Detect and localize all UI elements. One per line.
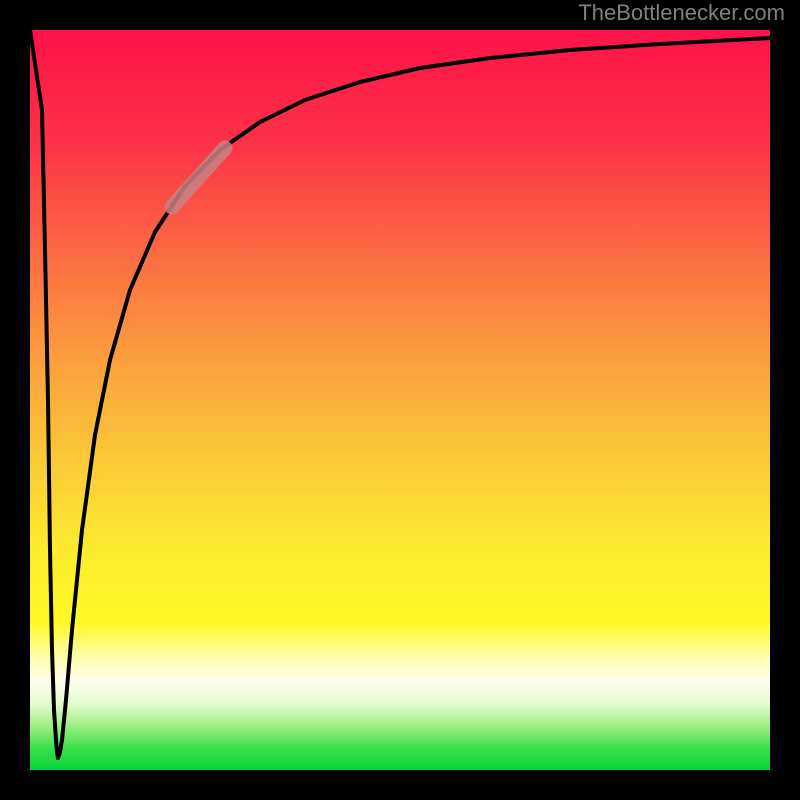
chart-container: TheBottlenecker.com [0,0,800,800]
bottleneck-chart [0,0,800,800]
plot-background [30,30,770,770]
attribution-text: TheBottlenecker.com [578,0,785,26]
